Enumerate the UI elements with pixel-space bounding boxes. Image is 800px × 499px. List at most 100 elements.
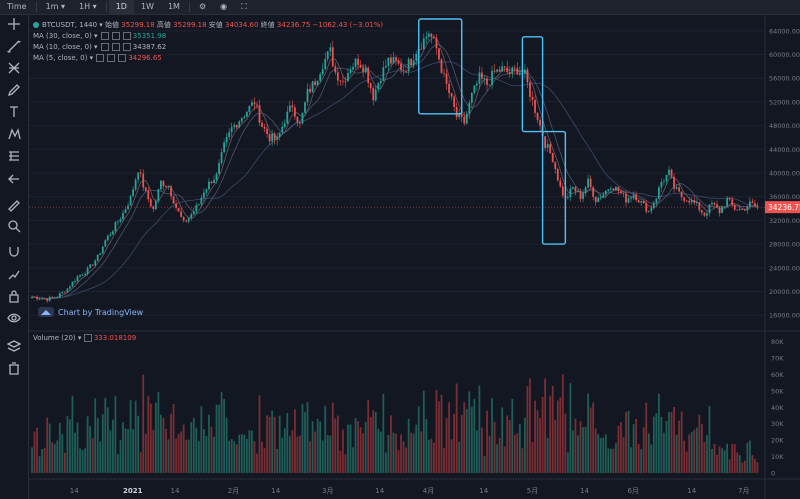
candle-body (481, 72, 483, 79)
ma10-row[interactable]: MA (10, close, 0) ▾ 34387.62 (33, 42, 167, 51)
candle-body (112, 231, 114, 235)
volume-bar (501, 407, 504, 473)
zoom-icon[interactable] (4, 217, 24, 235)
timeframe-1w[interactable]: 1W (140, 2, 154, 11)
candle-body (561, 186, 564, 196)
pitchfork-icon[interactable] (4, 59, 24, 77)
settings-icon[interactable] (107, 53, 116, 62)
volume-bar (488, 435, 491, 473)
ruler-icon[interactable] (4, 197, 24, 215)
ma30-row[interactable]: MA (30, close, 0) ▾ 35351.98 (33, 31, 167, 40)
price-tick-label: 32000.00 (769, 217, 800, 225)
symbol-name[interactable]: BTCUSDT (42, 20, 75, 29)
tradingview-branding[interactable]: Chart by TradingView (38, 307, 143, 317)
candle-body (192, 211, 195, 215)
volume-bar (746, 442, 749, 473)
pattern-icon[interactable] (4, 125, 24, 143)
volume-tick-label: 80K (771, 338, 784, 346)
volume-bar (215, 404, 218, 473)
volume-bar (43, 448, 46, 473)
brush-icon[interactable] (4, 81, 24, 99)
price-chart[interactable]: 34236.75 16000.00 20000.00 24000.00 28000.00… (29, 15, 800, 499)
volume-bar (354, 417, 357, 473)
settings-icon[interactable]: ⚙ (198, 2, 207, 11)
volume-bar (48, 423, 51, 473)
volume-bar (119, 439, 122, 473)
volume-bar (483, 455, 486, 473)
time-tick-label: 6月 (628, 487, 639, 495)
timeframe-1d[interactable]: 1D (108, 0, 134, 14)
volume-bar (324, 405, 327, 473)
camera-icon[interactable]: ◉ (220, 2, 228, 11)
crosshair-icon[interactable] (4, 15, 24, 33)
candle-body (503, 66, 506, 68)
highlight-box[interactable] (521, 36, 544, 133)
trash-icon[interactable] (4, 359, 24, 377)
measure-icon[interactable] (4, 147, 24, 165)
eye-icon[interactable] (83, 334, 92, 342)
close-icon[interactable] (122, 31, 131, 40)
highlight-box[interactable] (418, 18, 463, 115)
layers-icon[interactable] (4, 337, 24, 355)
settings-icon[interactable] (111, 42, 120, 51)
candle-body (387, 57, 390, 66)
volume-bar (749, 440, 751, 473)
candle-body (117, 221, 119, 223)
candle-body (711, 202, 713, 205)
eye-icon[interactable] (100, 31, 109, 40)
volume-bar (587, 393, 589, 473)
price-tick-label: 52000.00 (769, 98, 800, 106)
trendline-icon[interactable] (4, 37, 24, 55)
volume-bar (233, 441, 236, 473)
close-icon[interactable] (122, 42, 131, 51)
candle-body (427, 33, 430, 37)
candle-body (79, 275, 81, 277)
timeframe-1m[interactable]: 1m ▾ (45, 2, 66, 11)
volume-bar (478, 385, 481, 473)
candle-body (63, 291, 66, 293)
volume-bar (291, 430, 294, 473)
timeframe-1m[interactable]: 1M (167, 2, 180, 11)
volume-bar (142, 374, 145, 473)
candle-body (420, 48, 423, 50)
volume-bar (104, 397, 107, 473)
ma5-row[interactable]: MA (5, close, 0) ▾ 34296.65 (33, 53, 162, 62)
settings-icon[interactable] (111, 31, 120, 40)
volume-legend[interactable]: Volume (20) ▾ 333.018109 (33, 334, 137, 342)
volume-bar (46, 417, 49, 473)
volume-bar (329, 435, 332, 473)
volume-bar (743, 460, 746, 473)
candle-body (663, 181, 665, 182)
low-value: 34034.60 (225, 20, 259, 29)
text-icon[interactable] (4, 103, 24, 121)
volume-bar (162, 417, 165, 473)
close-icon[interactable] (118, 53, 127, 62)
eye-icon[interactable] (96, 53, 105, 62)
magnet-icon[interactable] (4, 243, 24, 261)
eye-icon[interactable] (100, 42, 109, 51)
volume-bar (498, 437, 501, 473)
toolbar-separator (35, 2, 37, 12)
timeframe-time[interactable]: Time (7, 2, 27, 11)
fullscreen-icon[interactable]: ⛶ (241, 2, 247, 11)
candle-body (31, 296, 33, 298)
candle-body (534, 100, 536, 113)
timeframe-1h[interactable]: 1H ▾ (79, 2, 97, 11)
candle-body (230, 127, 233, 133)
candle-body (713, 202, 716, 205)
candle-body (400, 63, 402, 71)
volume-bar (554, 419, 557, 473)
lock-icon[interactable] (4, 287, 24, 305)
volume-bar (390, 415, 392, 473)
highlight-box[interactable] (541, 130, 567, 245)
lock-drawing-icon[interactable] (4, 265, 24, 283)
volume-bar (76, 422, 79, 473)
candle-body (61, 291, 64, 294)
price-tick-label: 16000.00 (769, 312, 800, 320)
back-arrow-icon[interactable] (4, 170, 24, 188)
candle-body (137, 172, 140, 180)
candle-body (106, 235, 109, 241)
volume-bar (228, 440, 231, 473)
volume-bar (549, 395, 552, 473)
eye-icon[interactable] (4, 309, 24, 327)
